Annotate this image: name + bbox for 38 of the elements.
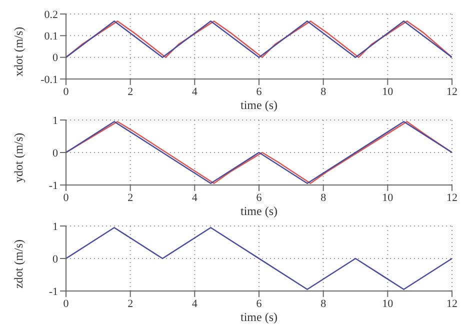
x-tick-label: 10	[382, 86, 394, 98]
x-tick-label: 8	[320, 298, 327, 310]
x-tick-label: 2	[128, 298, 134, 310]
y-axis-title: zdot (m/s)	[11, 240, 26, 288]
x-tick-label: 0	[63, 192, 70, 204]
x-tick-label: 4	[192, 86, 198, 98]
x-tick-label: 0	[63, 86, 70, 98]
x-axis-title: time (s)	[240, 310, 278, 324]
y-tick-label: 0	[52, 52, 58, 64]
x-tick-label: 12	[446, 86, 458, 98]
x-tick-label: 12	[446, 192, 458, 204]
y-axis-title: xdot (m/s)	[11, 26, 26, 76]
x-tick-label: 10	[382, 192, 394, 204]
y-tick-label: -1	[48, 180, 58, 192]
x-tick-label: 4	[192, 192, 198, 204]
y-tick-label: 0.2	[44, 8, 58, 21]
x-tick-label: 8	[320, 86, 327, 98]
x-tick-label: 4	[192, 298, 198, 310]
x-tick-label: 2	[128, 192, 134, 204]
x-axis-title: time (s)	[240, 98, 278, 112]
x-tick-label: 6	[256, 192, 262, 204]
y-tick-label: 0	[52, 253, 58, 266]
y-tick-label: 1	[52, 114, 58, 127]
x-tick-label: 0	[63, 298, 70, 310]
y-tick-label: -1	[48, 286, 58, 298]
x-tick-label: 10	[382, 298, 394, 310]
y-axis-title: ydot (m/s)	[11, 132, 26, 182]
y-tick-label: 0.1	[44, 30, 58, 43]
y-tick-label: -0.1	[40, 74, 58, 86]
x-tick-label: 12	[446, 298, 458, 310]
y-tick-label: 0	[52, 147, 58, 160]
x-tick-label: 6	[256, 86, 262, 98]
y-tick-label: 1	[52, 220, 58, 233]
x-tick-label: 6	[256, 298, 262, 310]
x-tick-label: 8	[320, 192, 327, 204]
x-tick-label: 2	[128, 86, 134, 98]
line-series	[66, 20, 452, 58]
x-axis-title: time (s)	[240, 204, 278, 218]
